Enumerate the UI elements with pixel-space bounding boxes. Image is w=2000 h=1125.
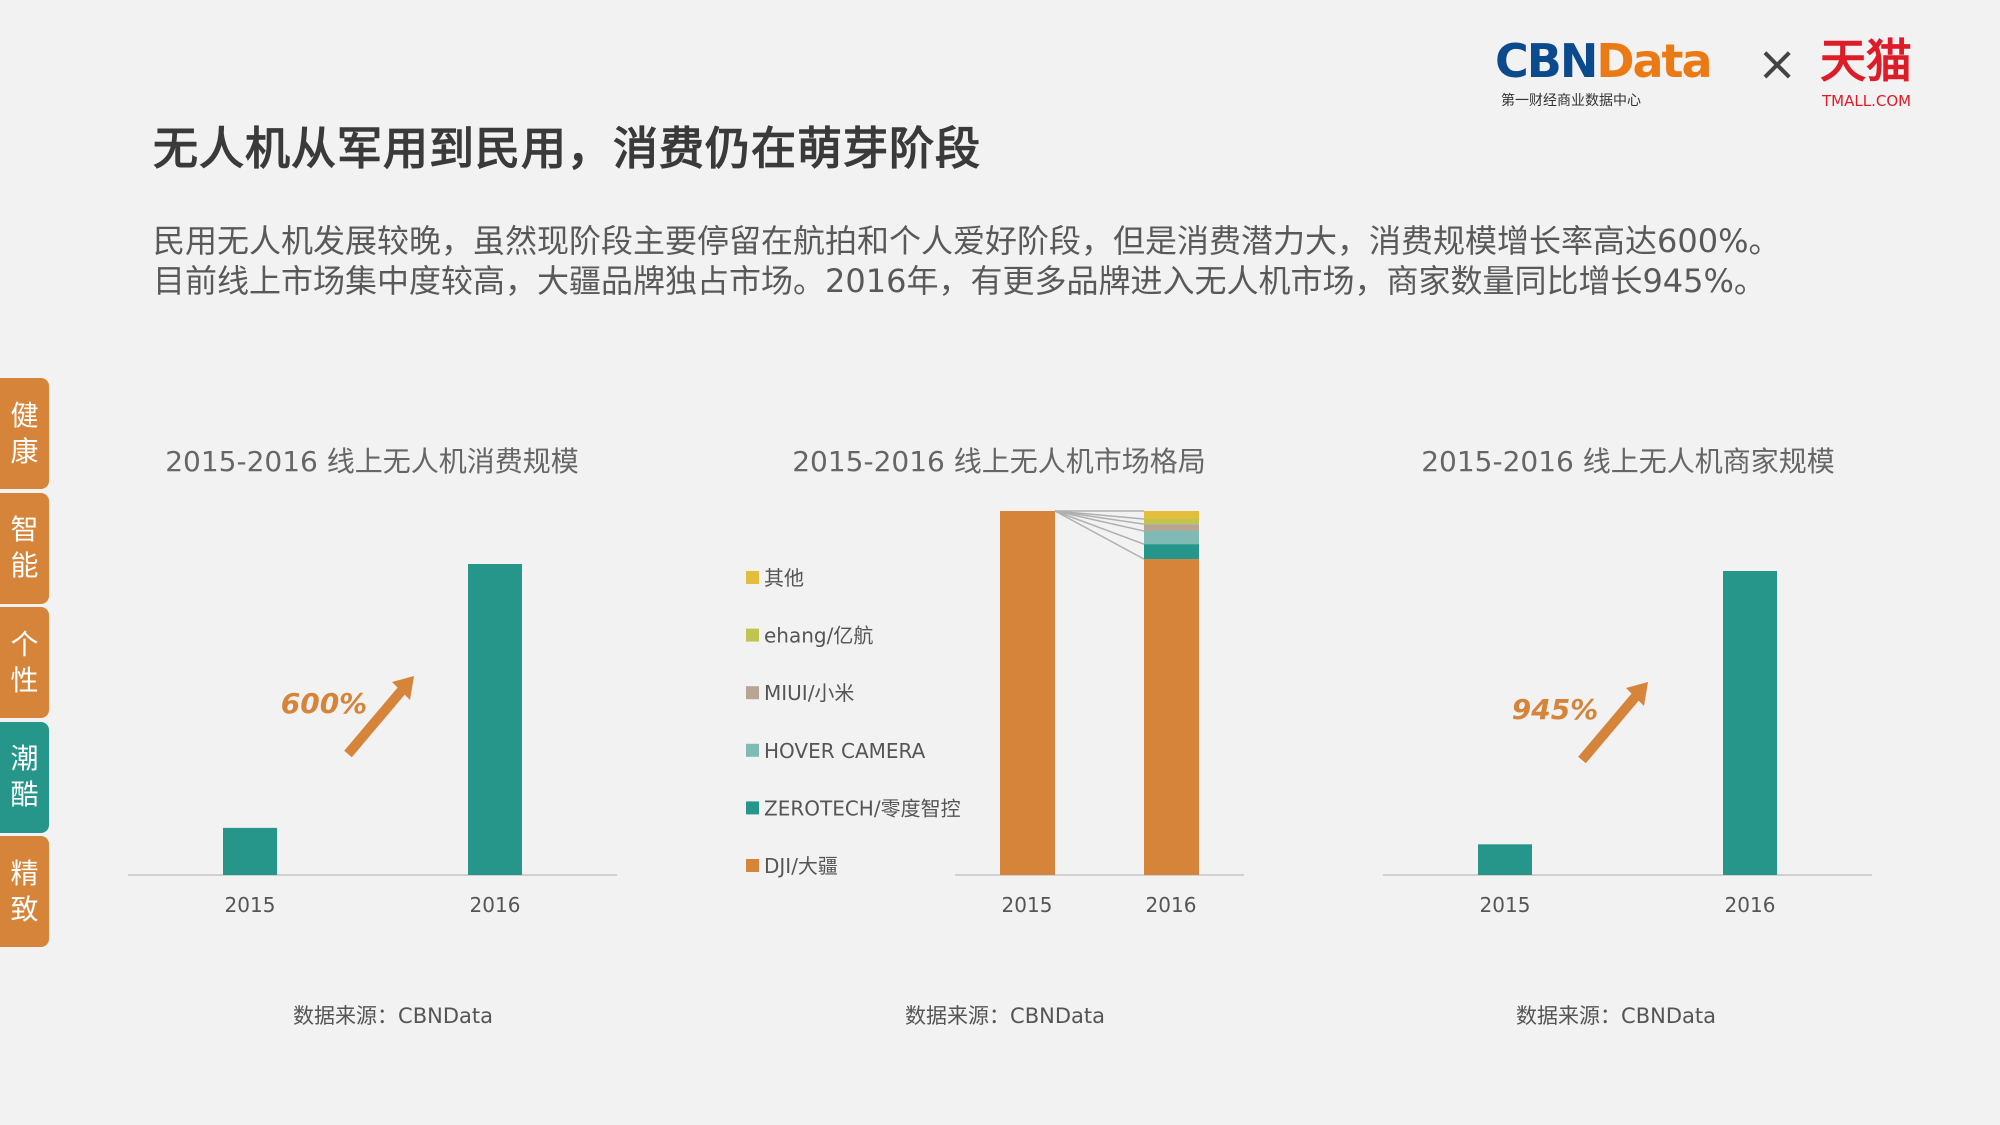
chart1-bar-2015 — [223, 827, 277, 875]
chart2-xlabel: 2016 — [1146, 893, 1197, 917]
tmall-wordmark: 天猫 — [1820, 34, 1912, 88]
tab-label-char: 个 — [10, 627, 39, 661]
chart2-segment-2016-5 — [1144, 511, 1199, 520]
chart3-arrow-head-icon — [1626, 682, 1648, 706]
chart2-segment-2016-0 — [1144, 559, 1199, 875]
chart2-title: 2015-2016 线上无人机市场格局 — [792, 445, 1206, 478]
chart2-segment-2015-0 — [1000, 511, 1055, 875]
chart2-xlabel: 2015 — [1002, 893, 1053, 917]
chart1-xlabel: 2016 — [470, 893, 521, 917]
chart2-legend-label: MIUI/小米 — [764, 681, 854, 705]
chart3-bar-2016 — [1723, 571, 1777, 875]
cbndata-tmall-logo: CBNData 第一财经商业数据中心 × 天猫 TMALL.COM — [1495, 38, 1925, 118]
brand-b: Data — [1596, 34, 1712, 88]
tab-label-char: 健 — [10, 398, 39, 432]
chart3-source: 数据来源：CBNData — [1516, 1004, 1716, 1028]
chart2-legend-swatch — [746, 686, 759, 700]
tab-label-char: 精 — [10, 856, 39, 890]
chart2-leader-line — [1054, 510, 1145, 532]
chart1-arrow-head-icon — [392, 676, 414, 700]
chart2-segment-2016-1 — [1144, 544, 1199, 560]
chart3-xlabel: 2015 — [1480, 893, 1531, 917]
page-title: 无人机从军用到民用，消费仍在萌芽阶段 — [153, 122, 982, 175]
chart2-source: 数据来源：CBNData — [905, 1004, 1105, 1028]
chart3-title: 2015-2016 线上无人机商家规模 — [1421, 445, 1835, 478]
chart3-growth-label: 945% — [1512, 693, 1599, 726]
chart2-leader-line — [1054, 510, 1145, 545]
chart2-legend-swatch — [746, 571, 759, 584]
tab-0[interactable]: 健康 — [0, 378, 49, 489]
chart2-segment-2016-4 — [1144, 519, 1199, 525]
chart1-xlabel: 2015 — [225, 893, 276, 917]
chart2-legend-label: DJI/大疆 — [764, 854, 838, 878]
tab-label-char: 潮 — [10, 742, 39, 775]
logo-tagline: 第一财经商业数据中心 — [1501, 93, 1641, 109]
chart1-bar-2016 — [468, 564, 522, 875]
chart2-leader-line — [1054, 510, 1145, 560]
tmall-subtext: TMALL.COM — [1822, 92, 1912, 110]
cbndata-wordmark: CBNData — [1495, 38, 1713, 84]
chart2-leader-line — [1054, 510, 1145, 525]
chart2-leader-line — [1054, 510, 1145, 520]
chart2-legend-swatch — [746, 628, 759, 642]
brand-a: CBN — [1495, 34, 1598, 88]
chart2-legend-swatch — [746, 801, 759, 815]
chart2-legend-label: ehang/亿航 — [764, 624, 873, 648]
chart1-source: 数据来源：CBNData — [293, 1004, 493, 1028]
chart1-growth-label: 600% — [281, 687, 368, 720]
tab-label-char: 康 — [10, 434, 39, 468]
tab-3[interactable]: 潮酷 — [0, 721, 49, 833]
tab-label-char: 致 — [10, 892, 39, 926]
tab-label-char: 性 — [10, 663, 39, 697]
chart2-legend-label: ZEROTECH/零度智控 — [764, 796, 961, 820]
tab-label-char: 能 — [10, 549, 39, 582]
tab-label-char: 酷 — [10, 778, 39, 811]
chart2-legend-swatch — [746, 743, 759, 757]
tab-label-char: 智 — [10, 513, 39, 546]
chart3-bar-2015 — [1478, 844, 1532, 875]
times-icon: × — [1757, 36, 1798, 92]
chart2-legend-label: HOVER CAMERA — [764, 739, 926, 763]
body-line-1: 民用无人机发展较晚，虽然现阶段主要停留在航拍和个人爱好阶段，但是消费潜力大，消费… — [153, 222, 1781, 260]
chart3-xlabel: 2016 — [1725, 893, 1776, 917]
chart2-legend-swatch — [746, 859, 759, 872]
tab-2[interactable]: 个性 — [0, 607, 49, 718]
chart3-growth-arrow — [1578, 685, 1646, 764]
chart2-segment-2016-2 — [1144, 531, 1199, 545]
chart1-title: 2015-2016 线上无人机消费规模 — [165, 445, 579, 478]
tab-1[interactable]: 智能 — [0, 492, 49, 604]
tab-4[interactable]: 精致 — [0, 836, 49, 947]
chart2-legend-label: 其他 — [764, 566, 804, 590]
body-line-2: 目前线上市场集中度较高，大疆品牌独占市场。2016年，有更多品牌进入无人机市场，… — [153, 262, 1766, 300]
chart2-segment-2016-3 — [1144, 524, 1199, 532]
chart1-growth-arrow — [344, 679, 412, 758]
